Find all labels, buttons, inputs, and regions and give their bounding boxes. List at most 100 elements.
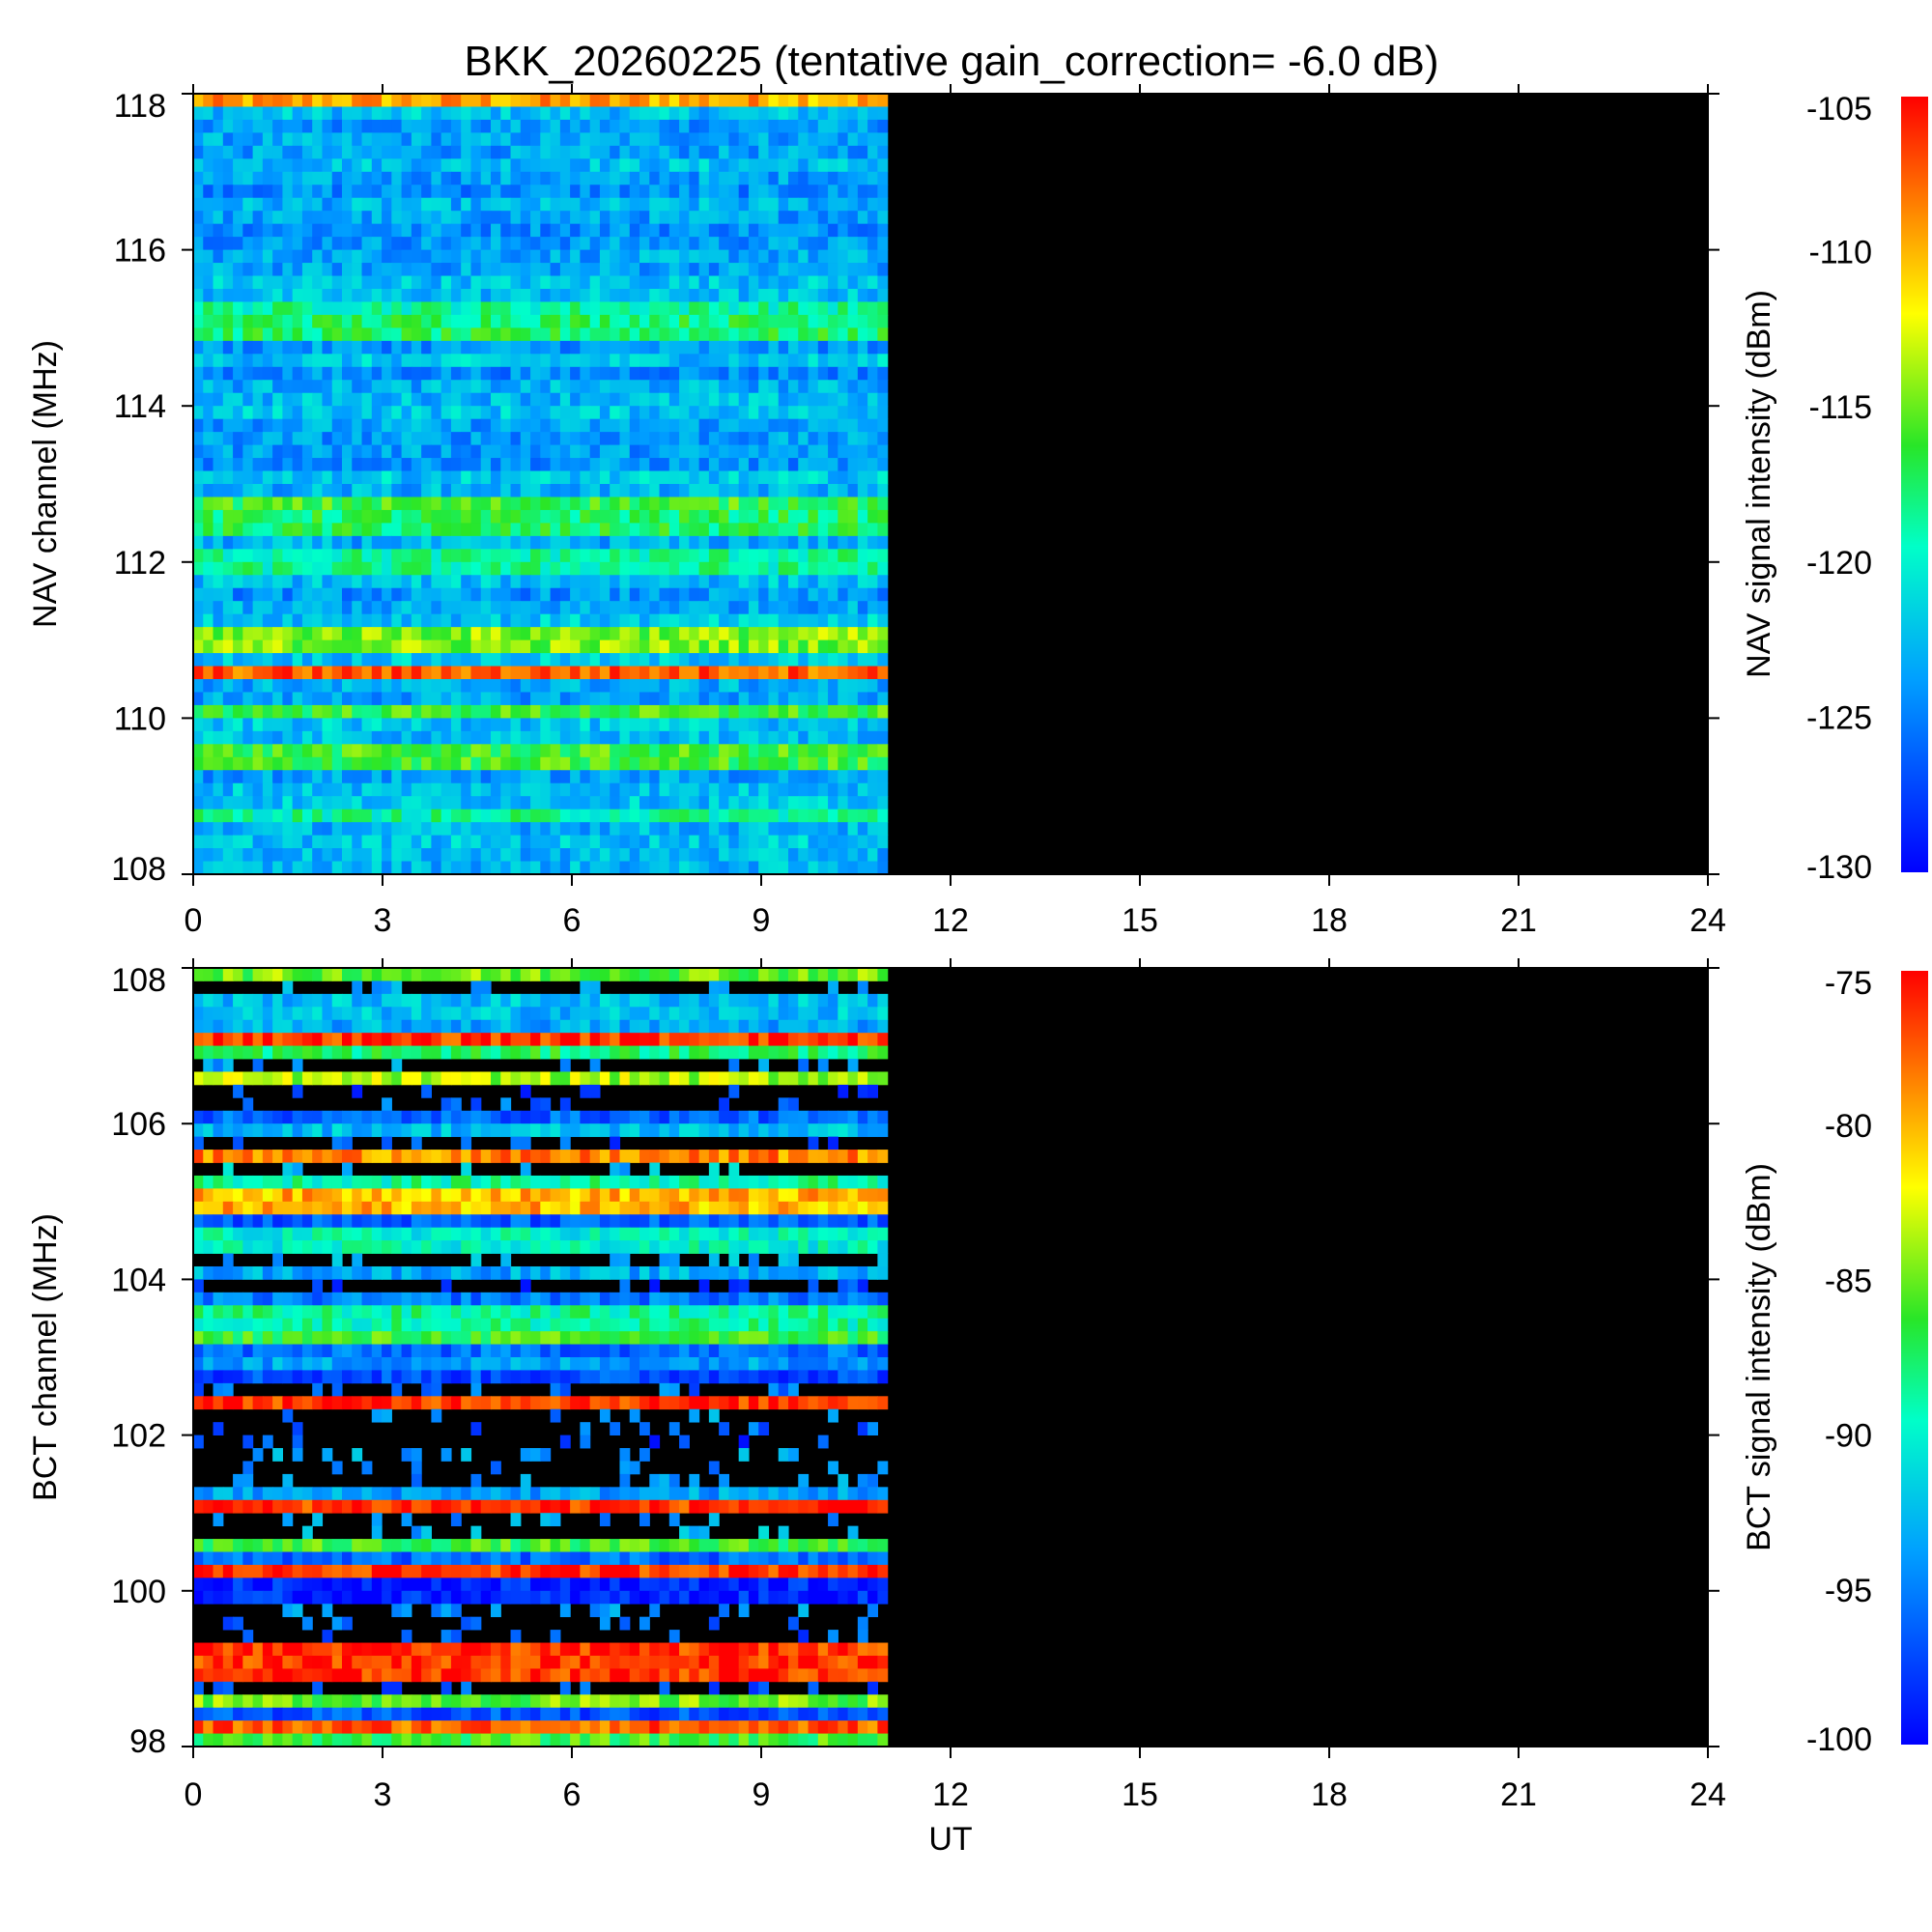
heatmap-cell <box>252 1007 264 1021</box>
heatmap-cell <box>342 968 353 981</box>
heatmap-cell <box>689 796 700 810</box>
heatmap-cell <box>847 340 859 355</box>
heatmap-cell <box>322 432 333 445</box>
heatmap-cell <box>292 484 303 497</box>
heatmap-cell <box>213 223 224 238</box>
heatmap-cell <box>500 770 512 784</box>
heatmap-cell <box>877 340 889 355</box>
heatmap-cell <box>679 1123 690 1138</box>
heatmap-cell <box>401 340 412 355</box>
heatmap-cell <box>867 770 878 784</box>
heatmap-cell <box>510 366 522 381</box>
heatmap-cell <box>550 94 561 107</box>
heatmap-cell <box>361 145 373 159</box>
heatmap-cell <box>629 132 640 147</box>
heatmap-cell <box>738 185 750 199</box>
heatmap-cell <box>401 1033 412 1046</box>
heatmap-cell <box>252 782 264 797</box>
heatmap-cell <box>391 1045 403 1060</box>
heatmap-cell <box>847 275 859 290</box>
heatmap-cell <box>719 275 729 290</box>
heatmap-cell <box>698 158 710 173</box>
heatmap-cell <box>411 406 422 420</box>
heatmap-cell <box>371 301 383 316</box>
heatmap-cell <box>698 211 710 225</box>
heatmap-cell <box>788 444 799 459</box>
heatmap-cell <box>203 692 214 706</box>
heatmap-cell <box>570 653 581 667</box>
heatmap-cell <box>679 1007 690 1021</box>
heatmap-cell <box>470 1097 482 1112</box>
heatmap-cell <box>361 549 373 563</box>
heatmap-cell <box>550 275 561 290</box>
heatmap-cell <box>461 223 472 238</box>
heatmap-cell <box>312 782 324 797</box>
heatmap-cell <box>530 679 541 693</box>
heatmap-cell <box>222 1045 234 1060</box>
heatmap-cell <box>580 458 591 471</box>
heatmap-cell <box>550 314 561 328</box>
heatmap-cell <box>698 679 710 693</box>
heatmap-cell <box>500 822 512 836</box>
heatmap-cell <box>639 444 650 459</box>
heatmap-cell <box>639 756 650 771</box>
heatmap-cell <box>629 497 640 511</box>
heatmap-cell <box>491 197 501 212</box>
heatmap-cell <box>788 1123 799 1138</box>
heatmap-cell <box>649 718 661 732</box>
heatmap-cell <box>639 275 650 290</box>
heatmap-cell <box>322 211 333 225</box>
heatmap-cell <box>491 861 501 875</box>
heatmap-cell <box>738 237 750 250</box>
heatmap-cell <box>758 366 770 381</box>
heatmap-cell <box>342 392 353 407</box>
heatmap-cell <box>768 418 780 433</box>
heatmap-cell <box>401 223 412 238</box>
heatmap-cell <box>322 301 333 316</box>
heatmap-cell <box>440 497 452 511</box>
heatmap-cell <box>649 223 661 238</box>
heatmap-cell <box>233 666 243 680</box>
heatmap-cell <box>461 418 472 433</box>
heatmap-cell <box>282 314 294 328</box>
heatmap-cell <box>798 406 810 420</box>
heatmap-cell <box>440 770 452 784</box>
heatmap-cell <box>857 354 868 368</box>
heatmap-cell <box>222 666 234 680</box>
heatmap-cell <box>668 770 680 784</box>
heatmap-cell <box>719 549 729 563</box>
heatmap-cell <box>857 432 868 445</box>
heatmap-cell <box>500 432 512 445</box>
heatmap-cell <box>570 470 581 485</box>
heatmap-cell <box>778 535 789 550</box>
heatmap-cell <box>500 861 512 875</box>
heatmap-cell <box>352 587 363 602</box>
heatmap-cell <box>242 744 254 758</box>
heatmap-cell <box>838 458 849 471</box>
heatmap-cell <box>589 549 601 563</box>
heatmap-cell <box>491 289 501 302</box>
heatmap-cell <box>808 223 819 238</box>
heatmap-cell <box>193 861 204 875</box>
heatmap-cell <box>382 249 392 264</box>
heatmap-cell <box>857 185 868 199</box>
heatmap-cell <box>867 289 878 302</box>
heatmap-cell <box>570 132 581 147</box>
heatmap-cell <box>440 968 452 981</box>
heatmap-cell <box>301 653 313 667</box>
heatmap-cell <box>540 809 552 823</box>
heatmap-cell <box>382 639 392 654</box>
heatmap-cell <box>312 1007 324 1021</box>
heatmap-cell <box>838 796 849 810</box>
heatmap-cell <box>480 653 492 667</box>
heatmap-cell <box>679 497 690 511</box>
heatmap-cell <box>639 993 650 1008</box>
heatmap-cell <box>679 756 690 771</box>
heatmap-cell <box>689 968 700 981</box>
heatmap-cell <box>510 744 522 758</box>
heatmap-cell <box>480 145 492 159</box>
heatmap-cell <box>540 509 552 524</box>
heatmap-cell <box>698 796 710 810</box>
heatmap-cell <box>500 185 512 199</box>
heatmap-cell <box>668 211 680 225</box>
